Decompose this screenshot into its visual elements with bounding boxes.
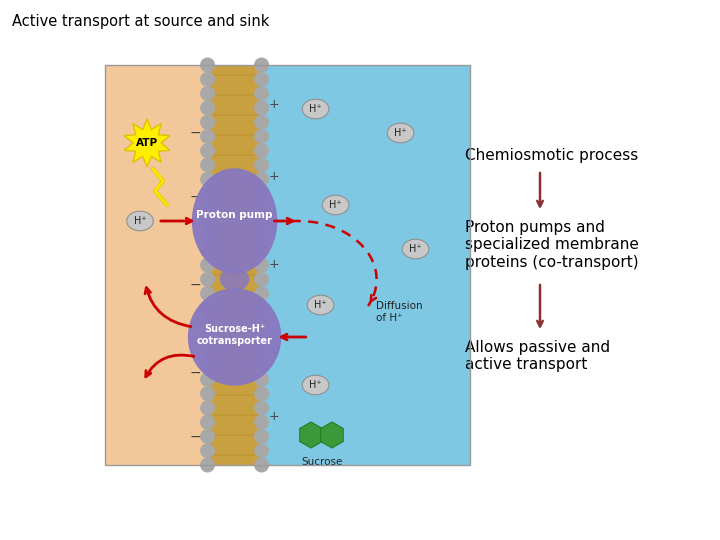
Circle shape [254,329,269,344]
Circle shape [200,86,215,101]
Circle shape [200,315,215,329]
Circle shape [200,429,215,444]
Ellipse shape [323,195,349,215]
Circle shape [200,258,215,273]
Text: Active transport at source and sink: Active transport at source and sink [12,14,269,29]
Circle shape [254,186,269,201]
Circle shape [200,100,215,116]
Text: H⁺: H⁺ [395,128,407,138]
Circle shape [254,429,269,444]
Circle shape [200,329,215,344]
Circle shape [254,200,269,215]
Ellipse shape [302,99,329,119]
Text: Sucrose-H⁺
cotransporter: Sucrose-H⁺ cotransporter [197,324,272,346]
Ellipse shape [402,239,429,259]
Text: −: − [190,278,202,292]
Circle shape [200,172,215,187]
Circle shape [254,315,269,329]
Text: −: − [190,430,202,444]
Text: H⁺: H⁺ [310,380,322,390]
Circle shape [254,243,269,258]
Circle shape [254,272,269,287]
Circle shape [200,214,215,230]
Circle shape [200,286,215,301]
Circle shape [254,72,269,87]
Text: ATP: ATP [136,138,158,148]
Text: +: + [269,259,279,272]
Ellipse shape [189,289,281,385]
Circle shape [200,300,215,315]
Circle shape [200,229,215,244]
Circle shape [254,415,269,430]
Circle shape [254,286,269,301]
Circle shape [254,357,269,373]
Ellipse shape [302,375,329,395]
Circle shape [200,415,215,430]
Circle shape [254,443,269,458]
Text: Proton pumps and
specialized membrane
proteins (co-transport): Proton pumps and specialized membrane pr… [465,220,639,270]
Circle shape [200,72,215,87]
Text: H⁺: H⁺ [409,244,422,254]
Text: Sucrose: Sucrose [301,457,343,467]
Circle shape [254,214,269,230]
Circle shape [254,57,269,72]
Circle shape [200,243,215,258]
Circle shape [200,400,215,415]
Ellipse shape [307,295,334,315]
Text: H⁺: H⁺ [314,300,327,310]
Circle shape [254,158,269,172]
Circle shape [200,386,215,401]
Text: H⁺: H⁺ [310,104,322,114]
Circle shape [254,229,269,244]
Text: +: + [269,410,279,423]
Text: Diffusion
of H⁺: Diffusion of H⁺ [376,301,423,323]
Circle shape [254,114,269,130]
Bar [105,65,470,465]
Circle shape [254,343,269,358]
Circle shape [200,200,215,215]
Circle shape [254,300,269,315]
Polygon shape [124,119,170,167]
Bar [261,65,470,465]
Circle shape [254,86,269,101]
Text: Allows passive and
active transport: Allows passive and active transport [465,340,610,373]
Text: H⁺: H⁺ [134,216,146,226]
Circle shape [254,400,269,415]
Bar [209,65,261,465]
Circle shape [200,158,215,172]
Circle shape [200,357,215,373]
Ellipse shape [220,268,248,290]
Circle shape [200,114,215,130]
Ellipse shape [387,123,414,143]
Circle shape [200,343,215,358]
Circle shape [200,443,215,458]
Text: +: + [269,171,279,184]
Text: Chemiosmotic process: Chemiosmotic process [465,148,638,163]
Text: H⁺: H⁺ [329,200,342,210]
Circle shape [200,272,215,287]
Text: −: − [190,126,202,140]
Text: Proton pump: Proton pump [197,210,273,220]
Circle shape [200,372,215,387]
Bar [105,65,209,465]
Text: +: + [269,98,279,111]
Circle shape [254,100,269,116]
Circle shape [200,129,215,144]
Circle shape [200,143,215,158]
Text: −: − [190,366,202,380]
Circle shape [254,372,269,387]
Text: +: + [269,347,279,360]
Circle shape [200,57,215,72]
Ellipse shape [127,211,153,231]
Circle shape [254,386,269,401]
Ellipse shape [192,169,276,273]
Circle shape [200,457,215,472]
Circle shape [254,258,269,273]
Circle shape [254,129,269,144]
Circle shape [200,186,215,201]
Text: −: − [190,190,202,204]
Circle shape [254,143,269,158]
Circle shape [254,457,269,472]
Circle shape [254,172,269,187]
